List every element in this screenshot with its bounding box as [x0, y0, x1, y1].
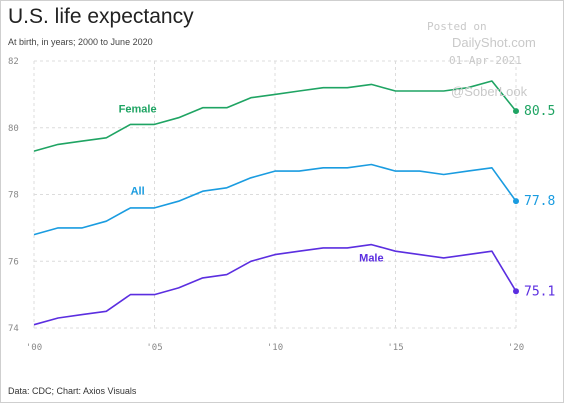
- y-tick-label: 80: [8, 124, 19, 134]
- chart-title: U.S. life expectancy: [8, 5, 194, 28]
- series-name-label-male: Male: [359, 252, 383, 264]
- series-name-label-female: Female: [119, 104, 157, 116]
- series-line-male: [33, 243, 517, 326]
- end-value-label-male: 75.1: [524, 284, 555, 299]
- end-point-female: [513, 108, 519, 115]
- y-tick-label: 74: [8, 324, 19, 334]
- x-tick-label: '10: [267, 343, 283, 353]
- watermark-date: 01-Apr-2021: [449, 54, 522, 67]
- x-tick-label: '05: [146, 343, 162, 353]
- series-line-female: [33, 80, 517, 152]
- x-axis: '00 '05 '10 '15 '20: [26, 343, 524, 353]
- series-line-all: [33, 163, 517, 236]
- source-note: Data: CDC; Chart: Axios Visuals: [8, 386, 137, 396]
- end-value-label-female: 80.5: [524, 104, 555, 119]
- series-name-label-all: All: [131, 186, 145, 198]
- chart-subtitle: At birth, in years; 2000 to June 2020: [8, 37, 153, 47]
- series-labels: 80.5 Female 77.8 All 75.1 Male: [119, 104, 556, 300]
- x-tick-label: '15: [387, 343, 403, 353]
- end-value-label-all: 77.8: [524, 194, 555, 209]
- watermark-site: DailyShot.com: [452, 35, 536, 50]
- x-tick-label: '00: [26, 343, 42, 353]
- gridlines: [33, 60, 517, 329]
- end-point-all: [513, 198, 519, 205]
- y-tick-label: 78: [8, 191, 19, 201]
- x-tick-label: '20: [508, 343, 524, 353]
- watermark-handle: @SoberLook: [451, 84, 528, 99]
- y-tick-label: 76: [8, 257, 19, 267]
- y-tick-label: 82: [8, 57, 19, 67]
- end-point-male: [513, 288, 519, 295]
- watermark-posted: Posted on: [427, 20, 487, 33]
- y-axis: 74 76 78 80 82: [8, 57, 19, 334]
- series-lines: [33, 80, 519, 326]
